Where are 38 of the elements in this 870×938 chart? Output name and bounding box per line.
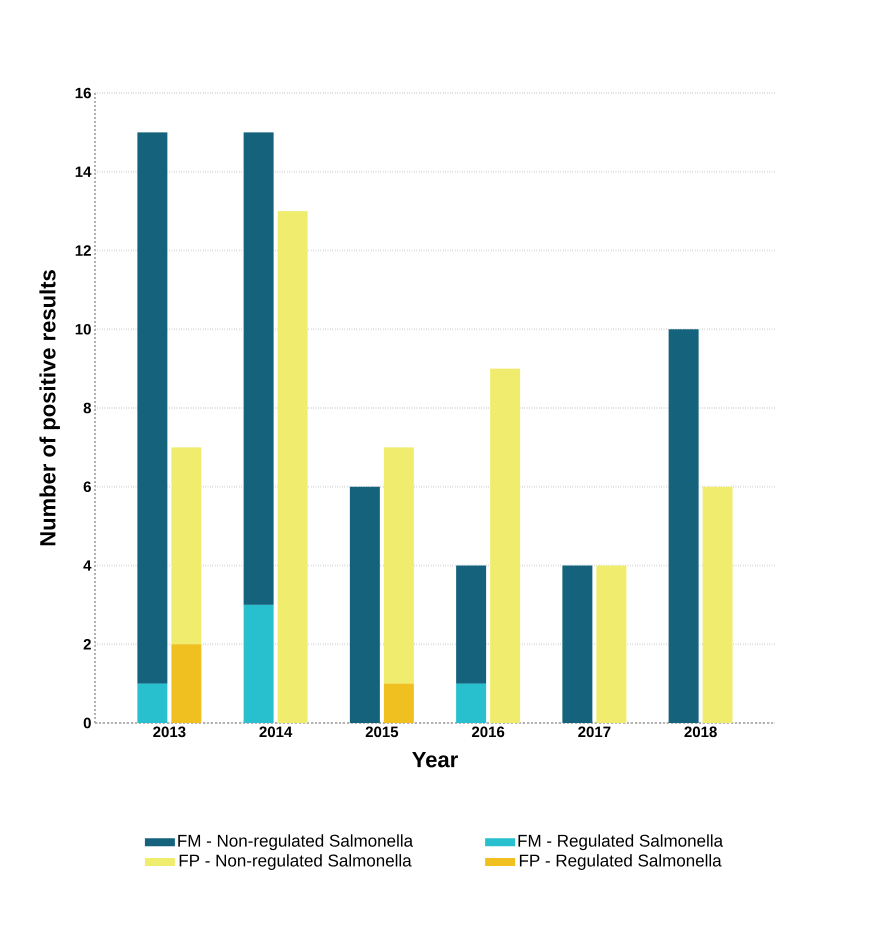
bar [384,447,414,684]
x-tick-label: 2017 [578,726,610,738]
y-tick-label: 6 [84,481,91,492]
y-tick-label: 10 [76,324,91,335]
y-tick-label: 0 [84,718,91,728]
bar [137,132,168,684]
bar [171,644,202,723]
y-tick-label: 14 [76,166,92,177]
bar [562,566,592,723]
bar [244,132,274,605]
y-tick-label: 8 [84,402,91,414]
x-tick-label: 2016 [472,726,504,738]
bar [596,566,626,723]
bar [171,447,202,644]
legend-label: FM - Regulated Salmonella [518,834,724,850]
bar [456,566,486,684]
bar [668,329,699,723]
bar [702,486,733,723]
x-tick-label: 2018 [684,726,717,738]
bar [456,684,486,723]
bar [278,211,308,723]
x-tick-label: 2013 [153,726,186,738]
bar [350,486,380,723]
y-tick-label: 12 [76,245,91,256]
y-tick-label: 4 [83,560,92,571]
y-tick-label: 16 [76,88,91,98]
bar [244,604,274,723]
legend-label: FP - Regulated Salmonella [520,854,722,870]
legend-label: FM - Non-regulated Salmonella [178,834,414,850]
bar [490,368,520,723]
bar [137,684,168,723]
y-axis-title: Number of positive results [39,270,60,546]
legend-label: FP - Non-regulated Salmonella [180,854,412,870]
y-tick-label: 2 [84,639,91,650]
x-axis-title: Year [412,752,458,768]
bar [384,684,414,723]
x-tick-label: 2014 [259,726,292,738]
x-tick-label: 2015 [366,726,398,738]
